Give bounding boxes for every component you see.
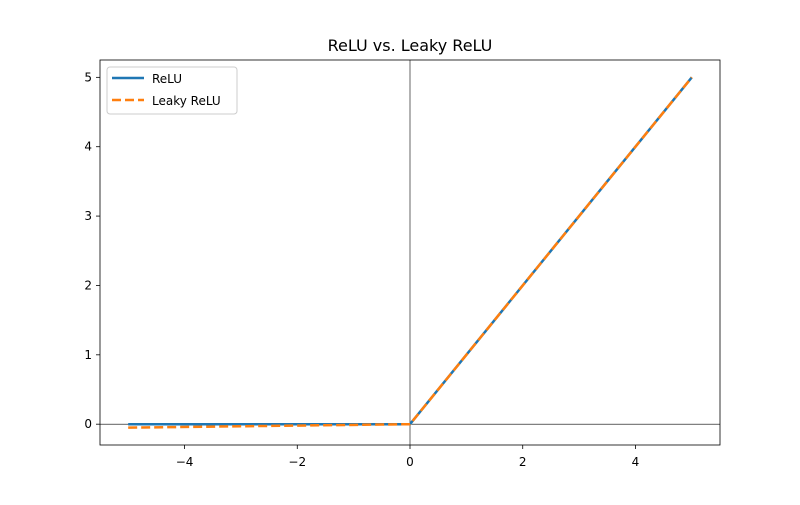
series-layer: [128, 76, 693, 429]
y-tick-label: 2: [84, 278, 92, 292]
series-line-leaky-relu: [128, 76, 693, 429]
plot-area-frame: [99, 59, 721, 446]
y-tick-label: 5: [84, 70, 92, 84]
x-tick-label: 2: [519, 455, 527, 469]
y-tick-label: 3: [84, 209, 92, 223]
x-tick-label: 4: [632, 455, 640, 469]
x-tick-label: −2: [288, 455, 306, 469]
y-tick-label: 0: [84, 417, 92, 431]
legend-label-leaky-relu: Leaky ReLU: [152, 94, 221, 108]
chart-title: ReLU vs. Leaky ReLU: [328, 36, 493, 55]
x-tick-label: 0: [406, 455, 414, 469]
x-tick-label: −4: [176, 455, 194, 469]
y-tick-label: 1: [84, 348, 92, 362]
axis-ticks: −4 −2 0 2 4 0 1 2 3 4 5: [84, 70, 639, 469]
legend-label-relu: ReLU: [152, 72, 182, 86]
y-tick-label: 4: [84, 140, 92, 154]
legend: ReLU Leaky ReLU: [106, 66, 238, 115]
